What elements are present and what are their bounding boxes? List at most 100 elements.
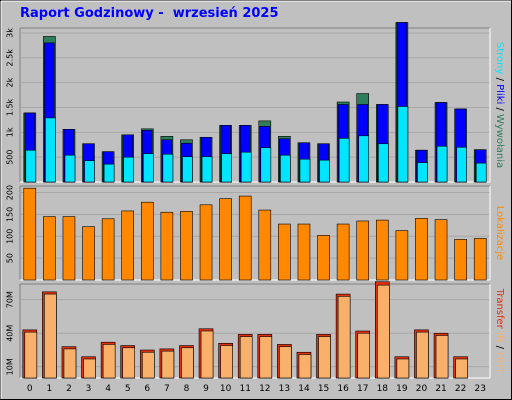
x-tick-label: 6 [144, 384, 150, 394]
x-tick-label: 22 [455, 384, 466, 394]
bar-lokalizacje [356, 220, 370, 281]
bar-transfer-out [220, 345, 233, 379]
bar-lokalizacje [199, 204, 213, 281]
bar-strony [103, 163, 115, 183]
y-tick-label: 2k [6, 77, 15, 87]
bar-strony [358, 135, 370, 183]
side-label-part: / [494, 342, 505, 352]
bar-lokalizacje [43, 216, 56, 281]
bar-transfer-out [416, 331, 429, 379]
y-tick-label: 500 [6, 150, 15, 165]
bar-lokalizacje [140, 201, 154, 281]
bar-lokalizacje [415, 218, 428, 281]
x-tick-label: 4 [105, 384, 111, 394]
x-tick-label: 3 [86, 384, 92, 394]
bar-lokalizacje [473, 238, 487, 281]
bar-strony [142, 153, 154, 183]
bar-lokalizacje [62, 216, 76, 281]
x-tick-label: 12 [259, 384, 270, 394]
side-label-part: Wywołania [494, 114, 505, 168]
bar-transfer-out [318, 336, 331, 379]
bar-strony [299, 158, 311, 183]
bar-strony [221, 153, 232, 183]
bar-lokalizacje [336, 223, 350, 281]
bar-transfer-out [435, 335, 449, 379]
side-label-part: Transfer [494, 288, 505, 330]
y-tick-label: 1k [6, 127, 15, 137]
bar-strony [397, 106, 409, 183]
bar-lokalizacje [101, 218, 115, 281]
bar-strony [25, 149, 37, 183]
bar-lokalizacje [278, 223, 291, 281]
plot-area-top [20, 28, 490, 182]
bar-strony [182, 156, 193, 183]
x-tick-label: 1 [47, 384, 53, 394]
side-label-part: Lokalizacje [494, 206, 505, 261]
bar-strony [456, 146, 467, 183]
x-tick-label: 14 [298, 384, 310, 394]
bar-strony [338, 137, 350, 183]
bar-lokalizacje [434, 219, 448, 281]
x-tick-label: 16 [337, 384, 349, 394]
bar-transfer-out [141, 351, 155, 379]
side-label-top: Strony / Pliki / Wywołania [494, 42, 505, 168]
bar-lokalizacje [82, 226, 95, 281]
x-tick-label: 0 [27, 384, 33, 394]
x-tick-label: 23 [474, 384, 485, 394]
x-tick-label: 20 [416, 384, 428, 394]
bar-strony [377, 143, 389, 183]
side-label-part: IN [494, 329, 505, 343]
bar-strony [123, 156, 135, 183]
bar-strony [240, 151, 252, 183]
bar-lokalizacje [180, 211, 193, 281]
x-tick-label: 2 [66, 384, 72, 394]
side-label-part: Strony [494, 42, 505, 75]
x-tick-label: 9 [203, 384, 209, 394]
y-tick-label: 100 [6, 229, 15, 244]
bar-transfer-out [200, 330, 214, 379]
bar-transfer-out [376, 284, 390, 379]
side-label-middle: Lokalizacje [494, 206, 505, 261]
page-title: Raport Godzinowy - wrzesień 2025 [20, 6, 279, 21]
y-tick-label: 10M [6, 358, 15, 375]
bar-lokalizacje [317, 235, 330, 281]
bar-lokalizacje [238, 195, 252, 281]
x-tick-label: 15 [318, 384, 329, 394]
bar-lokalizacje [258, 209, 272, 281]
bar-lokalizacje [297, 223, 311, 281]
bar-strony [84, 160, 95, 183]
x-tick-label: 8 [184, 384, 190, 394]
bar-strony [64, 154, 76, 183]
x-tick-label: 17 [357, 384, 368, 394]
bar-transfer-out [239, 336, 253, 379]
bar-strony [319, 159, 330, 183]
y-tick-label: 50 [6, 253, 15, 263]
bar-transfer-out [44, 293, 57, 379]
bar-strony [436, 145, 448, 183]
y-tick-label: 2.5k [6, 49, 15, 67]
bar-transfer-out [259, 336, 273, 379]
x-tick-label: 7 [164, 384, 170, 394]
side-label-part: / [494, 74, 505, 84]
x-tick-label: 11 [239, 384, 250, 394]
bar-transfer-out [24, 331, 38, 379]
x-tick-label: 21 [435, 384, 446, 394]
side-label-part: OUT [494, 352, 505, 374]
y-tick-label: 1.5k [6, 98, 15, 116]
bar-transfer-out [298, 354, 312, 379]
bar-transfer-out [122, 347, 136, 379]
y-tick-label: 150 [6, 207, 15, 222]
bar-strony [201, 156, 213, 183]
bar-lokalizacje [395, 230, 409, 281]
y-tick-label: 3k [6, 28, 15, 38]
bar-transfer-out [455, 358, 468, 379]
bar-transfer-out [337, 296, 351, 379]
side-label-bottom: Transfer IN / OUT [494, 288, 505, 375]
x-tick-label: 13 [279, 384, 290, 394]
y-tick-label: 40M [6, 325, 15, 342]
bar-transfer-out [102, 344, 116, 379]
bar-strony [45, 117, 56, 183]
bar-transfer-out [357, 332, 371, 379]
